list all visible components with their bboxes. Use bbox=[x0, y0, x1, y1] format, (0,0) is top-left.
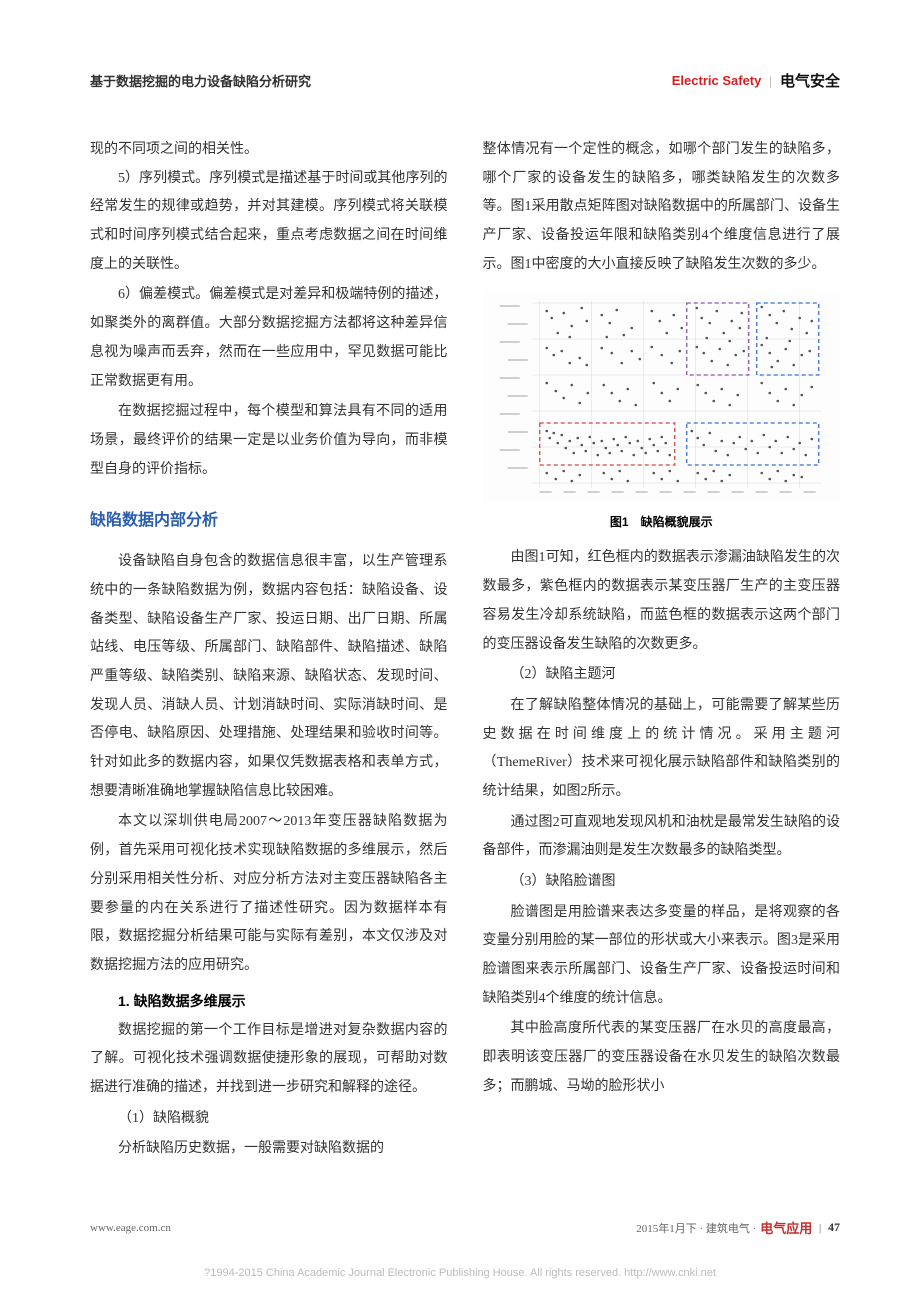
para: 设备缺陷自身包含的数据信息很丰富，以生产管理系统中的一条缺陷数据为例，数据内容包… bbox=[90, 548, 448, 806]
footer-right: 2015年1月下 · 建筑电气 · 电气应用 | 47 bbox=[636, 1218, 840, 1237]
para: 在数据挖掘过程中，每个模型和算法具有不同的适用场景，最终评价的结果一定是以业务价… bbox=[90, 398, 448, 484]
para: 脸谱图是用脸谱来表达多变量的样品，是将观察的各变量分别用脸的某一部位的形状或大小… bbox=[483, 899, 841, 1014]
page-number: 47 bbox=[828, 1220, 840, 1235]
header-category-en: Electric Safety bbox=[672, 73, 762, 88]
scatter-svg bbox=[483, 293, 841, 503]
para: 6）偏差模式。偏差模式是对差异和极端特例的描述，如聚类外的离群值。大部分数据挖掘… bbox=[90, 281, 448, 396]
para: 其中脸高度所代表的某变压器厂在水贝的高度最高，即表明该变压器厂的变压器设备在水贝… bbox=[483, 1015, 841, 1101]
footer-url: www.eage.com.cn bbox=[90, 1222, 171, 1234]
para: 本文以深圳供电局2007～2013年变压器缺陷数据为例，首先采用可视化技术实现缺… bbox=[90, 808, 448, 980]
page: 基于数据挖掘的电力设备缺陷分析研究 Electric Safety | 电气安全… bbox=[0, 0, 920, 1297]
header-category-cn: 电气安全 bbox=[780, 70, 840, 91]
para: （2）缺陷主题河 bbox=[483, 661, 841, 690]
footer-issue: 2015年1月下 · 建筑电气 · bbox=[636, 1220, 756, 1236]
footer-logo: 电气应用 bbox=[760, 1218, 812, 1237]
para: 通过图2可直观地发现风机和油枕是最常发生缺陷的设备部件，而渗漏油则是发生次数最多… bbox=[483, 809, 841, 866]
copyright-line: ?1994-2015 China Academic Journal Electr… bbox=[0, 1267, 920, 1279]
para: 分析缺陷历史数据，一般需要对缺陷数据的 bbox=[90, 1135, 448, 1164]
para: 数据挖掘的第一个工作目标是增进对复杂数据内容的了解。可视化技术强调数据使捷形象的… bbox=[90, 1017, 448, 1103]
para: 5）序列模式。序列模式是描述基于时间或其他序列的经常发生的规律或趋势，并对其建模… bbox=[90, 165, 448, 280]
page-header: 基于数据挖掘的电力设备缺陷分析研究 Electric Safety | 电气安全 bbox=[90, 70, 840, 91]
footer-sep: | bbox=[816, 1222, 824, 1234]
left-column: 现的不同项之间的相关性。 5）序列模式。序列模式是描述基于时间或其他序列的经常发… bbox=[90, 136, 448, 1166]
page-footer: www.eage.com.cn 2015年1月下 · 建筑电气 · 电气应用 |… bbox=[90, 1218, 840, 1237]
subsection-heading: 1. 缺陷数据多维展示 bbox=[118, 991, 448, 1011]
section-heading: 缺陷数据内部分析 bbox=[90, 506, 448, 530]
para: 在了解缺陷整体情况的基础上，可能需要了解某些历史数据在时间维度上的统计情况。采用… bbox=[483, 692, 841, 807]
header-divider: | bbox=[769, 73, 772, 89]
para: （1）缺陷概貌 bbox=[90, 1105, 448, 1134]
figure-1-caption: 图1 缺陷概貌展示 bbox=[483, 513, 841, 530]
right-column: 整体情况有一个定性的概念，如哪个部门发生的缺陷多，哪个厂家的设备发生的缺陷多，哪… bbox=[483, 136, 841, 1166]
header-title: 基于数据挖掘的电力设备缺陷分析研究 bbox=[90, 71, 311, 90]
scatter-matrix-chart bbox=[483, 293, 841, 503]
para: 现的不同项之间的相关性。 bbox=[90, 136, 448, 165]
para: 整体情况有一个定性的概念，如哪个部门发生的缺陷多，哪个厂家的设备发生的缺陷多，哪… bbox=[483, 136, 841, 279]
para: （3）缺陷脸谱图 bbox=[483, 868, 841, 897]
content-columns: 现的不同项之间的相关性。 5）序列模式。序列模式是描述基于时间或其他序列的经常发… bbox=[90, 136, 840, 1166]
header-right: Electric Safety | 电气安全 bbox=[672, 70, 840, 91]
para: 由图1可知，红色框内的数据表示渗漏油缺陷发生的次数最多，紫色框内的数据表示某变压… bbox=[483, 544, 841, 659]
figure-1: 图1 缺陷概貌展示 bbox=[483, 293, 841, 530]
